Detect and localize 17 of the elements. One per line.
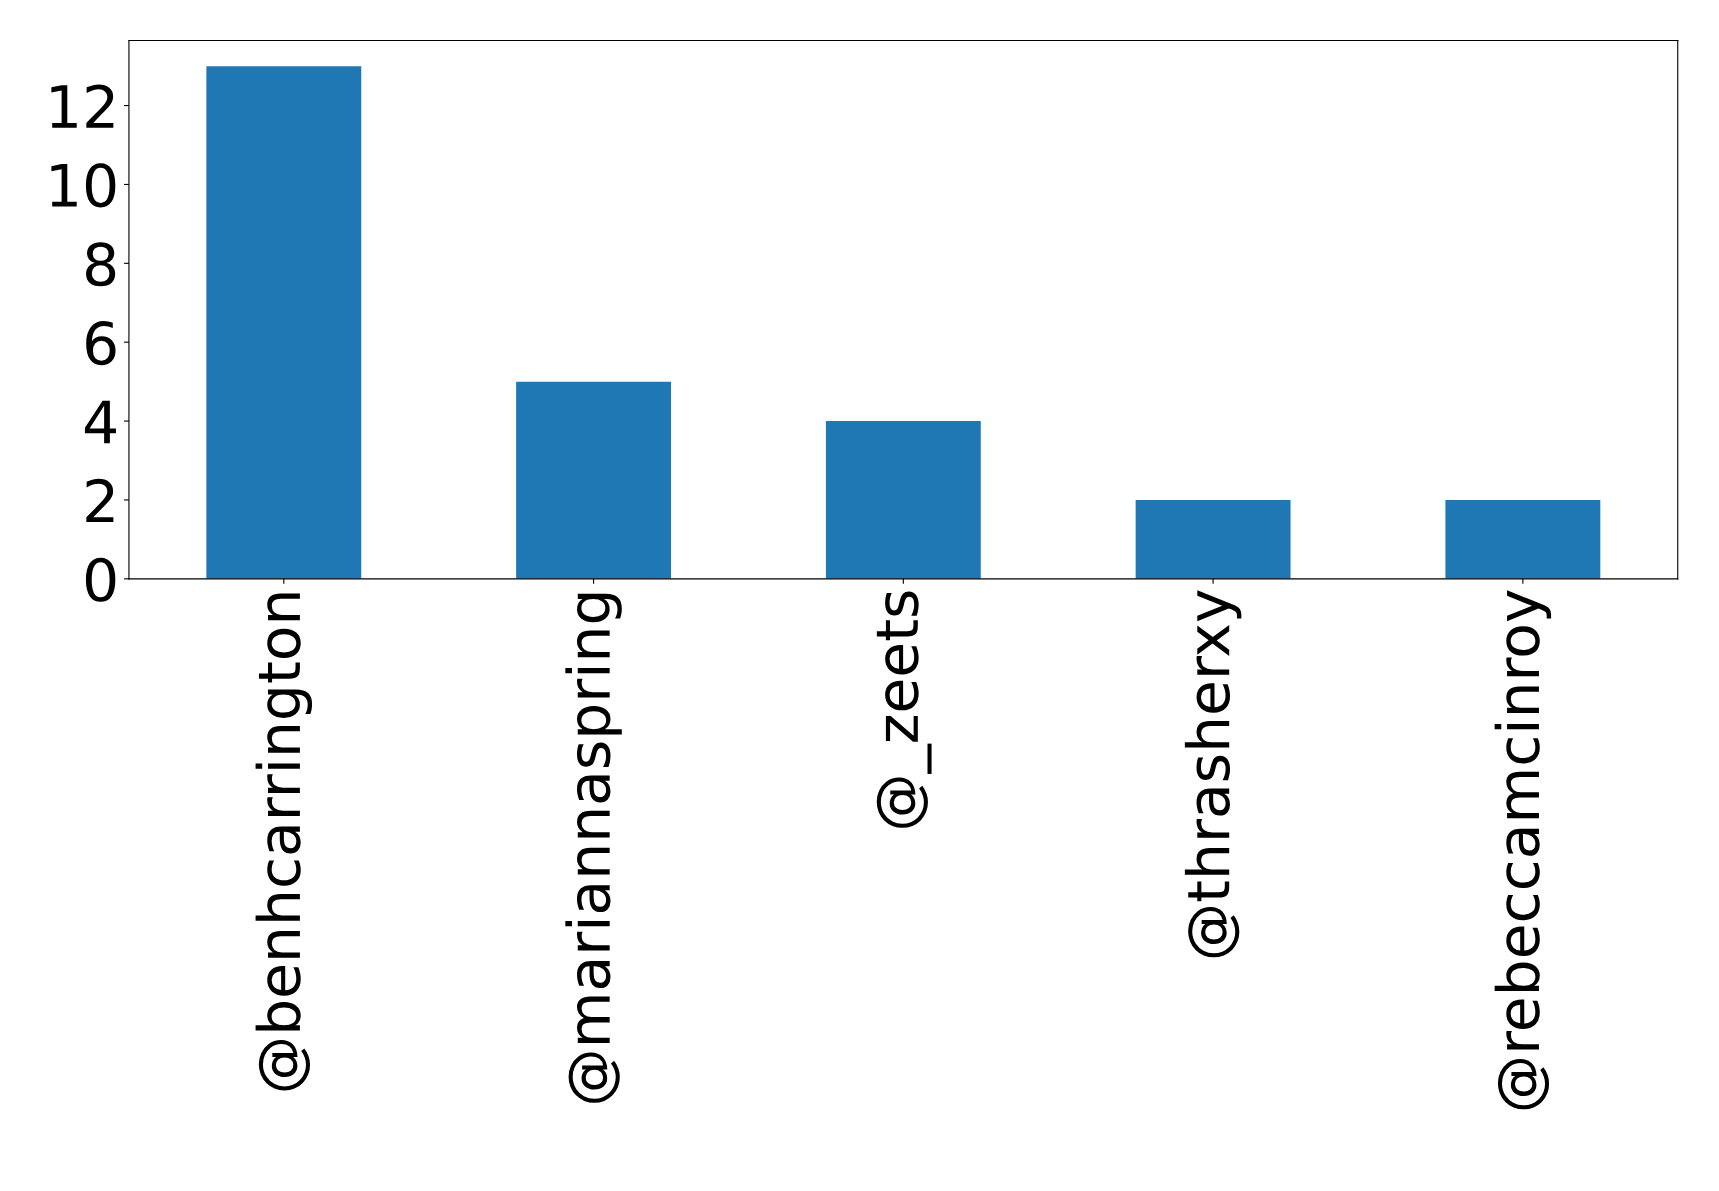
y-tick-label: 10 <box>51 163 116 208</box>
bar <box>1445 499 1601 579</box>
y-tick-label: 2 <box>86 478 114 523</box>
y-tick-label: 0 <box>85 557 116 602</box>
x-tick-label: @rebeccamcinroy <box>1494 590 1552 1110</box>
y-tick-label: 8 <box>86 242 116 287</box>
bar <box>1135 499 1291 579</box>
bar <box>516 381 672 579</box>
x-tick-label: @thrasherxy <box>1184 590 1242 958</box>
x-tick-label: @benhcarrington <box>255 593 313 1091</box>
y-tick-label: 6 <box>86 321 116 366</box>
bar <box>206 66 362 579</box>
x-tick-label: @mariannaspring <box>565 593 622 1103</box>
y-tick-label: 4 <box>84 400 116 444</box>
bar <box>825 421 981 579</box>
y-tick-label: 12 <box>51 84 114 128</box>
x-tick-label: @_zeets <box>876 591 932 828</box>
